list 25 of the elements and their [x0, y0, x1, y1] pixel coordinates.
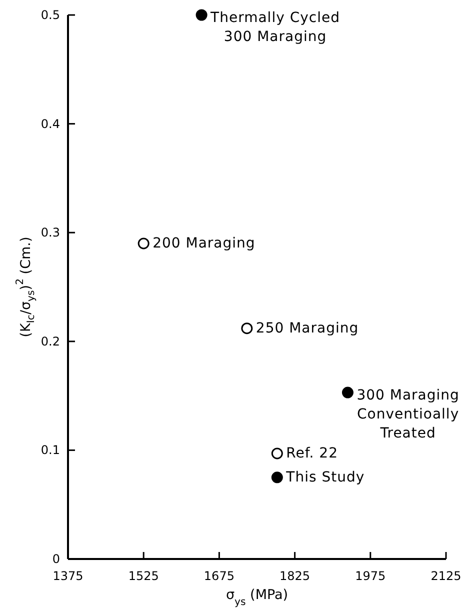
annotation: Ref. 22: [286, 445, 338, 462]
x-tick-label: 1975: [355, 569, 386, 583]
point: [138, 238, 150, 250]
point: [241, 322, 253, 334]
y-tick-label: 0.1: [40, 443, 60, 458]
x-tick-label: 1825: [280, 569, 310, 583]
annotation: 250 Maraging: [256, 320, 359, 336]
point: [196, 9, 208, 21]
y-tick-label: 0.2: [40, 334, 60, 348]
point: [342, 386, 354, 398]
y-tick-label: 0.5: [40, 8, 60, 22]
point: [271, 472, 283, 484]
y-tick-label: 0.3: [40, 226, 60, 240]
x-tick-label: 1675: [204, 569, 234, 583]
annotation: This Study: [285, 469, 365, 486]
x-tick-label: 1525: [128, 569, 159, 583]
x-tick-label: 2125: [430, 569, 462, 583]
x-axis-title: σ$_{ys}$ (MPa): [226, 587, 288, 608]
y-tick-label: 0: [52, 552, 60, 566]
y-tick-label: 0.4: [40, 116, 60, 131]
annotation: 200 Maraging: [152, 235, 256, 252]
annotation: Thermally Cycled 300 Maraging: [210, 10, 340, 45]
x-tick-label: 1375: [52, 569, 84, 583]
annotation: 300 Maraging Conventioally Treated: [356, 388, 460, 442]
point: [271, 448, 283, 460]
